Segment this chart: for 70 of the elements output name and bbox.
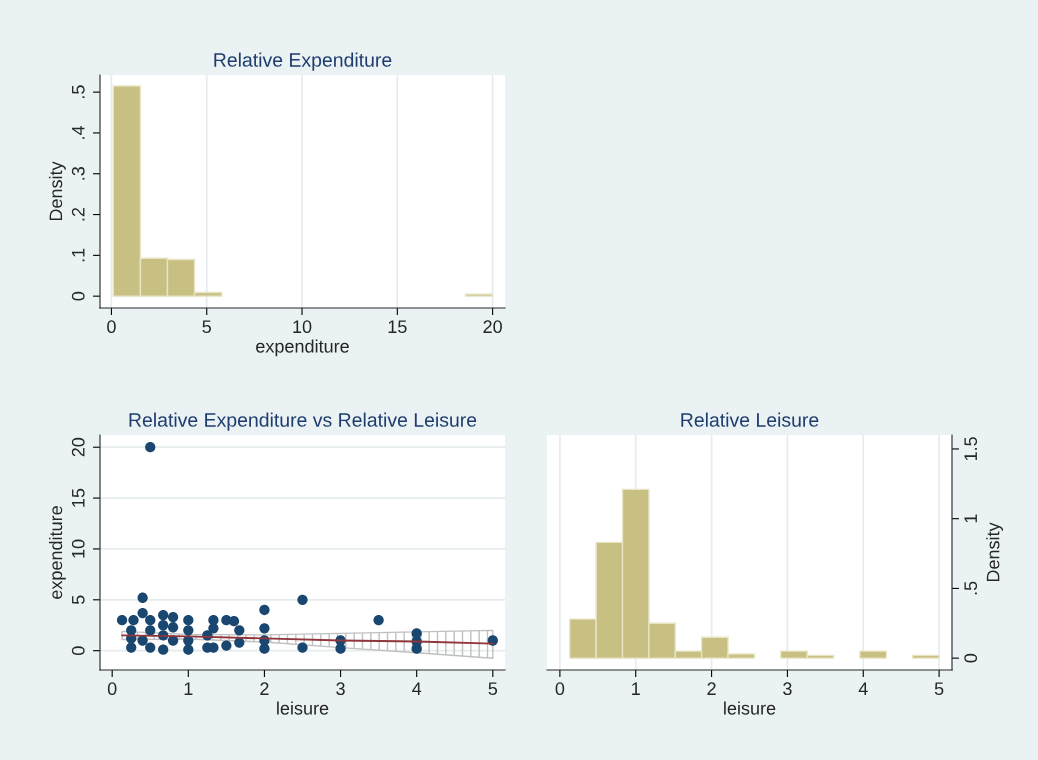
point <box>259 643 270 654</box>
point <box>335 643 346 654</box>
x-tick-label: 1 <box>184 682 193 695</box>
point <box>128 615 139 626</box>
y-tick-label: 0 <box>71 291 85 301</box>
y-tick-label: .3 <box>71 167 85 180</box>
point <box>167 611 179 623</box>
point <box>297 594 308 605</box>
chart-title: Relative Expenditure vs Relative Leisure <box>129 412 477 431</box>
chart-title: Relative Leisure <box>681 412 819 427</box>
point <box>234 625 245 636</box>
point <box>373 615 384 626</box>
point <box>167 622 179 633</box>
point <box>145 615 156 626</box>
point <box>259 623 270 634</box>
y-tick-label: 5 <box>72 595 85 605</box>
point <box>183 615 194 626</box>
x-axis-title: leisure <box>277 701 329 715</box>
x-tick-label: 4 <box>858 682 868 695</box>
x-tick-label: 0 <box>555 682 565 696</box>
y-tick-label: 0 <box>71 646 85 655</box>
y-axis-title: Density <box>48 161 66 221</box>
point <box>297 642 308 653</box>
y-tick-label: 10 <box>71 539 85 558</box>
x-tick-label: 5 <box>934 682 944 696</box>
y2-tick-label: 0 <box>964 653 978 663</box>
x-tick-label: 2 <box>707 682 716 695</box>
point <box>145 642 156 653</box>
point <box>158 620 169 631</box>
x-tick-label: 5 <box>202 320 211 334</box>
x-tick-label: 0 <box>107 320 116 334</box>
y2-tick-label: 1.5 <box>964 437 978 461</box>
x-tick-label: 20 <box>483 320 502 334</box>
point <box>259 604 270 616</box>
chart-title: Relative Expenditure <box>214 52 392 71</box>
point <box>487 635 498 646</box>
point <box>221 640 232 651</box>
x-tick-label: 3 <box>783 682 792 696</box>
x-axis-title: expenditure <box>256 339 349 357</box>
point <box>116 615 128 626</box>
point <box>183 625 194 636</box>
point <box>228 616 240 627</box>
y-tick-label: .2 <box>71 207 85 221</box>
y2-tick-label: 1 <box>964 514 977 523</box>
point <box>137 592 148 603</box>
point <box>137 607 148 619</box>
y-tick-label: 20 <box>71 437 85 457</box>
y-tick-label: .4 <box>72 125 85 139</box>
point <box>183 644 194 655</box>
y2-tick-label: .5 <box>964 581 978 595</box>
x-tick-label: 5 <box>488 682 498 696</box>
x-tick-label: 2 <box>260 682 269 695</box>
y-tick-label: .1 <box>72 248 85 262</box>
y-axis-title: expenditure <box>48 506 66 599</box>
point <box>145 442 156 453</box>
y-tick-label: 15 <box>72 488 85 507</box>
x-axis-title: leisure <box>724 701 776 715</box>
x-tick-label: 10 <box>293 320 312 334</box>
point <box>158 609 169 621</box>
x-tick-label: 0 <box>107 682 117 696</box>
x-tick-label: 3 <box>336 682 345 696</box>
point <box>126 642 137 653</box>
y2-axis-title: Density <box>986 522 1004 582</box>
x-tick-label: 4 <box>412 682 422 695</box>
x-tick-label: 15 <box>388 320 407 334</box>
point <box>208 623 219 634</box>
point <box>158 644 169 655</box>
x-tick-label: 1 <box>632 682 640 695</box>
y-tick-label: .5 <box>72 85 85 99</box>
point <box>145 625 156 636</box>
